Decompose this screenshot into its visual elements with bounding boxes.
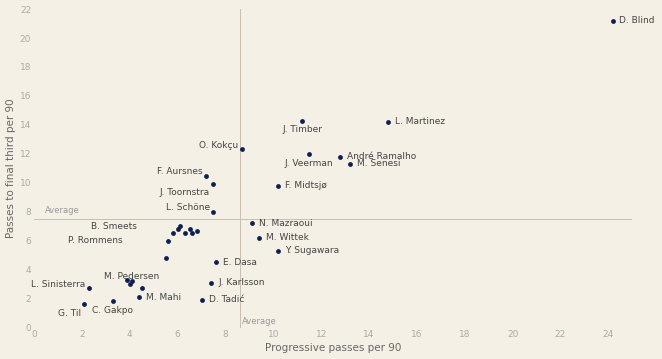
Text: André Ramalho: André Ramalho	[348, 152, 416, 161]
Point	[237, 146, 248, 152]
Point	[187, 230, 197, 236]
Text: J. Toornstra: J. Toornstra	[160, 188, 210, 197]
Point	[160, 255, 171, 261]
Text: O. Kokçu: O. Kokçu	[199, 141, 238, 150]
Text: L. Schöne: L. Schöne	[166, 203, 210, 212]
Point	[201, 173, 212, 178]
Point	[127, 278, 138, 284]
Point	[208, 209, 218, 215]
Point	[163, 238, 173, 243]
Point	[184, 226, 195, 232]
X-axis label: Progressive passes per 90: Progressive passes per 90	[265, 344, 401, 354]
Point	[191, 228, 202, 233]
Text: D. Blind: D. Blind	[619, 16, 655, 25]
Text: F. Aursnes: F. Aursnes	[157, 167, 203, 176]
Point	[335, 154, 346, 159]
Text: G. Til: G. Til	[58, 308, 81, 317]
Point	[83, 285, 94, 291]
Text: J. Karlsson: J. Karlsson	[218, 278, 265, 287]
Point	[246, 220, 257, 226]
Text: N. Mazraoui: N. Mazraoui	[259, 219, 312, 228]
Text: Average: Average	[45, 206, 79, 215]
Point	[136, 285, 147, 291]
Point	[608, 18, 618, 23]
Point	[122, 277, 132, 283]
Text: Y. Sugawara: Y. Sugawara	[285, 246, 340, 255]
Point	[124, 281, 135, 287]
Point	[383, 119, 393, 125]
Text: D. Tadić: D. Tadić	[209, 295, 244, 304]
Text: M. Mahi: M. Mahi	[146, 293, 181, 302]
Text: M. Senesi: M. Senesi	[357, 159, 401, 168]
Text: L. Sinisterra: L. Sinisterra	[31, 280, 85, 289]
Point	[254, 235, 264, 241]
Text: J. Timber: J. Timber	[282, 125, 322, 134]
Point	[167, 230, 178, 236]
Text: B. Smeets: B. Smeets	[91, 222, 137, 231]
Point	[175, 223, 185, 229]
Point	[273, 248, 283, 254]
Text: Average: Average	[242, 317, 277, 326]
Point	[134, 294, 144, 300]
Text: C. Gakpo: C. Gakpo	[93, 306, 134, 315]
Point	[179, 230, 190, 236]
Text: E. Dasa: E. Dasa	[223, 258, 257, 267]
Text: M. Pedersen: M. Pedersen	[105, 272, 160, 281]
Point	[273, 183, 283, 188]
Text: P. Rommens: P. Rommens	[68, 236, 122, 245]
Point	[211, 260, 221, 265]
Point	[206, 280, 216, 285]
Point	[172, 226, 183, 232]
Y-axis label: Passes to final third per 90: Passes to final third per 90	[5, 98, 15, 238]
Point	[79, 302, 89, 307]
Text: F. Midtsjø: F. Midtsjø	[285, 181, 327, 190]
Text: M. Wittek: M. Wittek	[266, 233, 309, 242]
Point	[208, 181, 218, 187]
Point	[297, 118, 307, 123]
Point	[108, 299, 118, 304]
Text: J. Veerman: J. Veerman	[285, 159, 334, 168]
Point	[304, 151, 314, 157]
Text: L. Martinez: L. Martinez	[395, 117, 446, 126]
Point	[196, 297, 207, 303]
Point	[344, 161, 355, 167]
